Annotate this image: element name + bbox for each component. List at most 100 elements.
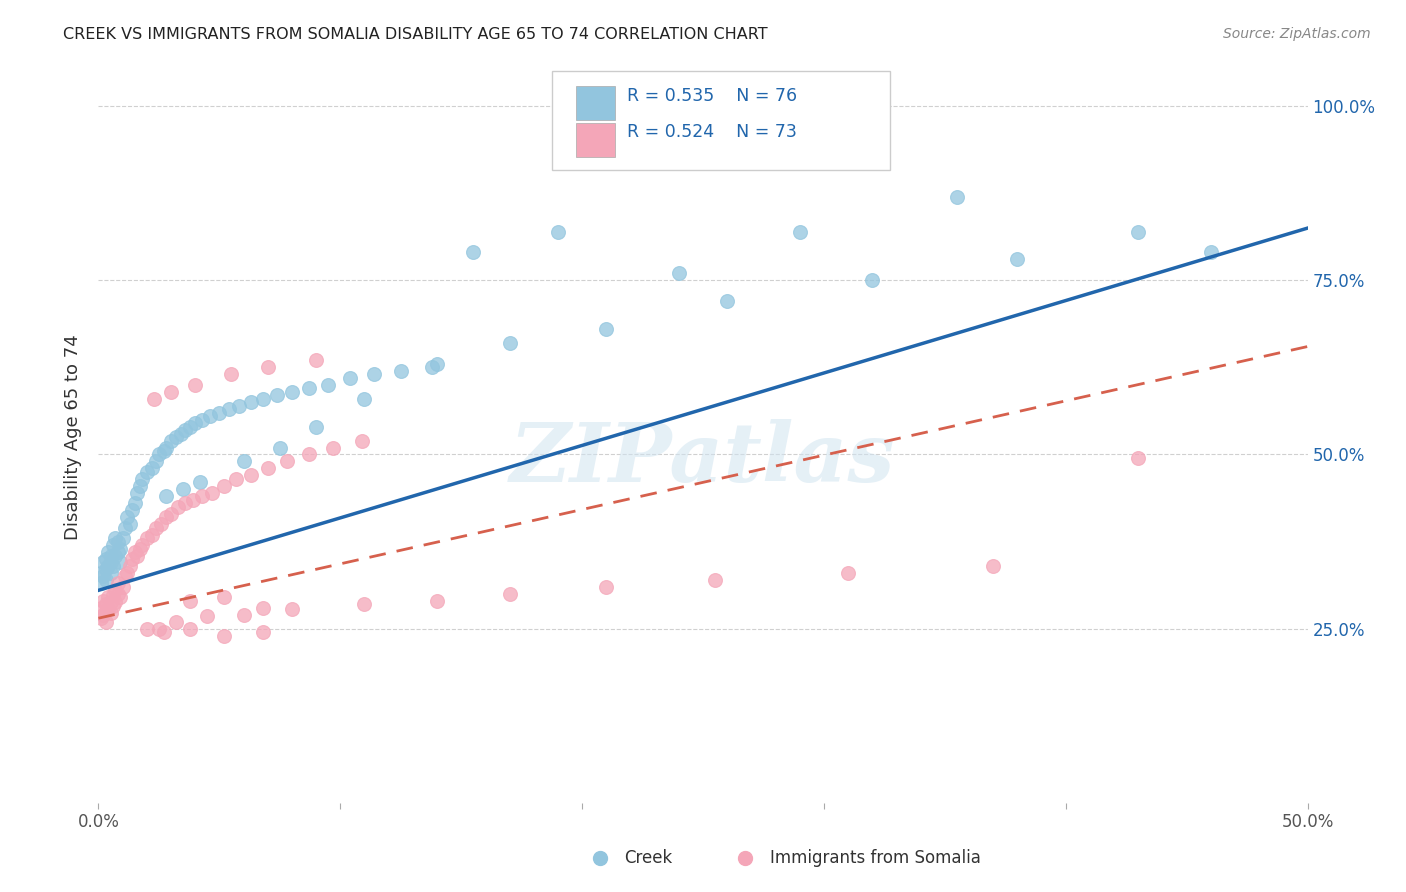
Point [256,360,278,375]
Point [101,599,124,614]
Point [595,322,617,336]
Point [252,600,274,615]
Point [107,534,129,549]
Point [118,558,141,573]
Point [195,609,218,624]
Point [128,479,150,493]
Point [150,517,173,532]
Point [94,604,117,618]
Point [860,273,883,287]
Point [174,496,197,510]
Point [668,266,690,280]
Point [131,538,153,552]
Point [212,629,235,643]
Point [107,576,129,591]
Point [252,625,274,640]
Point [91,607,114,622]
Point [1128,450,1150,465]
Point [124,496,146,510]
Point [221,368,243,382]
Point [104,583,127,598]
Point [281,384,304,399]
Point [104,595,127,609]
Point [353,392,375,406]
Text: Source: ZipAtlas.com: Source: ZipAtlas.com [1223,27,1371,41]
Point [239,395,262,409]
Point [155,441,177,455]
Point [339,371,361,385]
Point [1007,252,1029,267]
FancyBboxPatch shape [576,122,614,157]
Point [281,602,304,616]
Point [108,541,131,556]
Point [179,622,201,636]
Point [266,388,288,402]
Point [252,392,274,406]
Point [97,545,120,559]
Point [298,381,321,395]
Point [837,566,859,580]
Point [198,409,221,424]
Point [322,441,344,455]
Point [191,489,214,503]
Point [946,190,969,204]
Point [114,521,136,535]
Point [111,531,134,545]
Point [426,357,449,371]
Point [498,587,520,601]
Point [155,510,177,524]
Point [239,468,262,483]
Point [108,591,131,605]
Point [100,607,122,621]
Point [184,377,207,392]
Point [165,430,187,444]
Text: R = 0.535    N = 76: R = 0.535 N = 76 [627,87,797,104]
Point [212,479,235,493]
Point [181,492,204,507]
Point [155,489,177,503]
Point [160,507,183,521]
Point [91,569,114,583]
Point [1128,225,1150,239]
Point [160,434,183,448]
Point [121,552,143,566]
Point [114,569,136,583]
Point [97,591,120,605]
Point [143,392,166,406]
Point [208,406,231,420]
Point [350,434,373,448]
Point [101,558,124,573]
Point [169,426,191,441]
Point [107,587,129,601]
Point [104,549,127,563]
Point [174,423,197,437]
Point [100,566,122,580]
Point [94,573,117,587]
Point [191,412,214,426]
Point [1091,848,1114,863]
Text: CREEK VS IMMIGRANTS FROM SOMALIA DISABILITY AGE 65 TO 74 CORRELATION CHART: CREEK VS IMMIGRANTS FROM SOMALIA DISABIL… [63,27,768,42]
Point [117,510,139,524]
Point [94,597,117,611]
Point [91,556,114,570]
Point [148,448,170,462]
Point [128,541,150,556]
Point [101,538,124,552]
Point [145,454,167,468]
Point [100,595,122,609]
Point [232,607,254,622]
Point [91,594,114,608]
Point [160,384,183,399]
Point [94,615,117,629]
Point [118,517,141,532]
Point [704,573,727,587]
Point [104,531,127,545]
Point [179,594,201,608]
Point [212,591,235,605]
Point [141,461,163,475]
Point [111,580,134,594]
Point [145,521,167,535]
Point [789,225,811,239]
Point [595,580,617,594]
Point [101,588,124,602]
